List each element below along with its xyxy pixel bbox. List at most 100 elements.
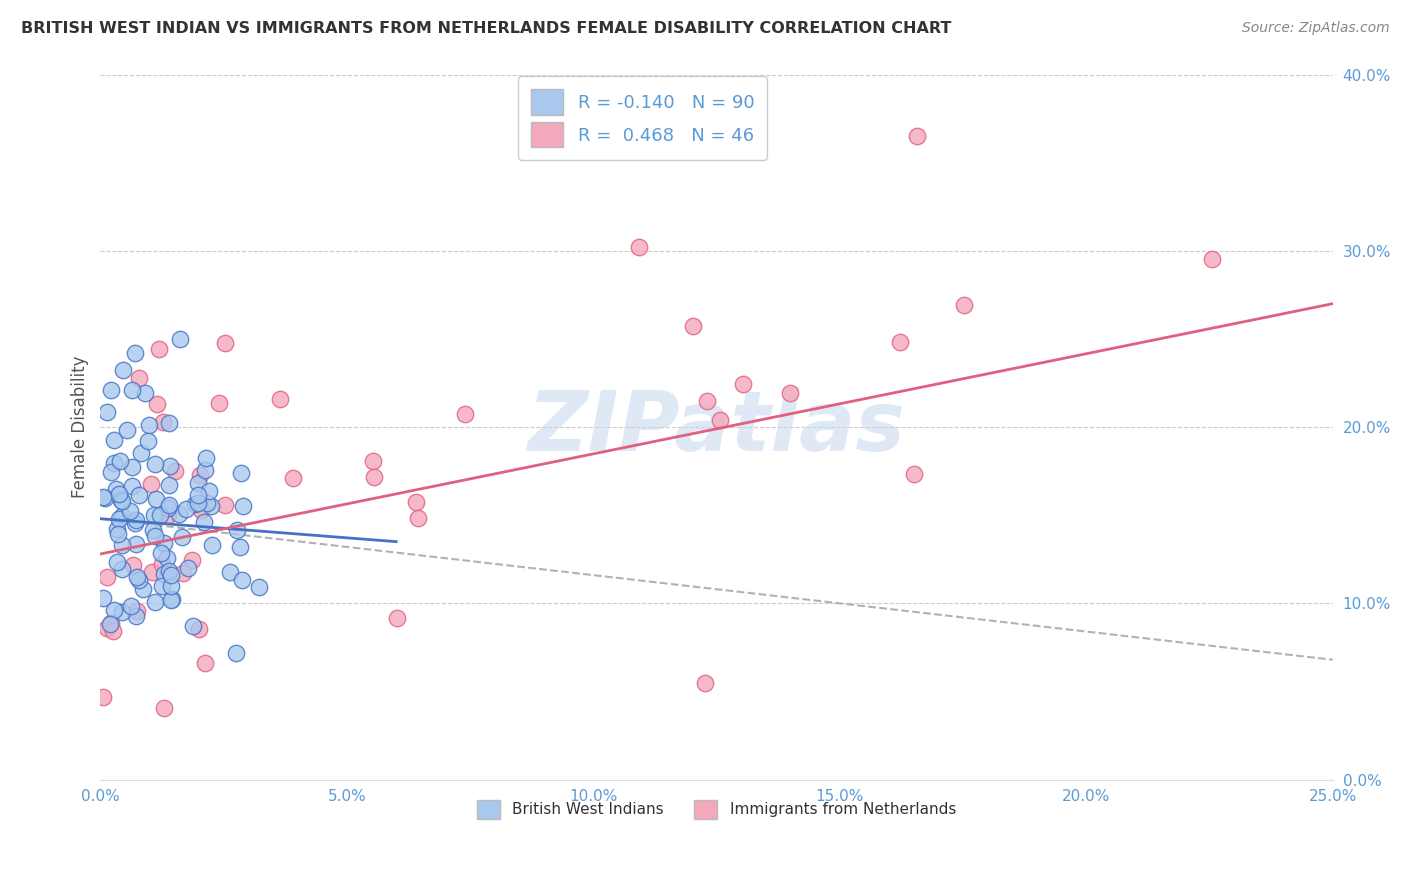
Point [218,566,240,580]
Point [165,464,187,478]
Point [148,342,170,356]
Point [115,423,138,437]
Text: Source: ZipAtlas.com: Source: ZipAtlas.com [1241,21,1389,35]
Point [232,499,254,513]
Point [153,535,176,549]
Point [247,581,270,595]
Point [225,647,247,661]
Point [187,475,209,490]
Point [124,516,146,530]
Point [111,509,134,524]
Point [159,567,181,582]
Point [121,479,143,493]
Point [105,555,128,569]
Point [141,566,163,580]
Point [143,528,166,542]
Point [194,463,217,477]
Point [188,468,211,483]
Point [905,129,928,144]
Point [731,376,754,391]
Point [103,603,125,617]
Point [363,470,385,484]
Point [103,433,125,447]
Point [156,550,179,565]
Point [142,523,165,537]
Point [406,511,429,525]
Point [779,386,801,401]
Point [127,603,149,617]
Point [157,501,180,516]
Legend: British West Indians, Immigrants from Netherlands: British West Indians, Immigrants from Ne… [471,794,962,825]
Point [100,615,122,630]
Point [201,538,224,552]
Point [131,446,153,460]
Point [889,335,911,350]
Point [157,498,180,512]
Point [110,492,132,507]
Point [124,345,146,359]
Point [118,503,141,517]
Point [107,522,129,536]
Point [903,467,925,482]
Point [108,454,131,468]
Point [229,466,252,480]
Point [188,622,211,636]
Point [190,503,212,517]
Point [226,523,249,537]
Point [682,319,704,334]
Point [709,413,731,427]
Point [177,561,200,575]
Point [160,578,183,592]
Point [405,495,427,509]
Point [153,566,176,581]
Point [128,370,150,384]
Point [150,546,173,560]
Point [453,408,475,422]
Point [101,624,124,639]
Point [128,488,150,502]
Point [112,363,135,377]
Point [159,458,181,473]
Point [91,490,114,504]
Point [111,562,134,576]
Point [136,434,159,448]
Point [160,593,183,607]
Point [187,487,209,501]
Point [167,508,190,522]
Point [193,515,215,529]
Point [98,616,121,631]
Point [198,484,221,499]
Point [150,579,173,593]
Point [108,486,131,500]
Point [146,397,169,411]
Point [195,496,218,510]
Point [174,502,197,516]
Point [103,456,125,470]
Point [157,564,180,578]
Point [125,570,148,584]
Point [142,508,165,522]
Point [108,512,131,526]
Point [231,574,253,588]
Point [693,676,716,690]
Point [194,657,217,671]
Text: BRITISH WEST INDIAN VS IMMIGRANTS FROM NETHERLANDS FEMALE DISABILITY CORRELATION: BRITISH WEST INDIAN VS IMMIGRANTS FROM N… [21,21,952,36]
Point [121,384,143,398]
Point [143,457,166,471]
Point [953,298,976,312]
Point [96,405,118,419]
Point [229,540,252,554]
Point [361,453,384,467]
Point [195,451,218,466]
Point [269,392,291,407]
Point [387,611,409,625]
Point [100,383,122,397]
Point [214,498,236,512]
Point [187,495,209,509]
Point [94,491,117,506]
Point [138,417,160,432]
Point [696,393,718,408]
Point [145,491,167,506]
Point [207,396,229,410]
Point [107,527,129,541]
